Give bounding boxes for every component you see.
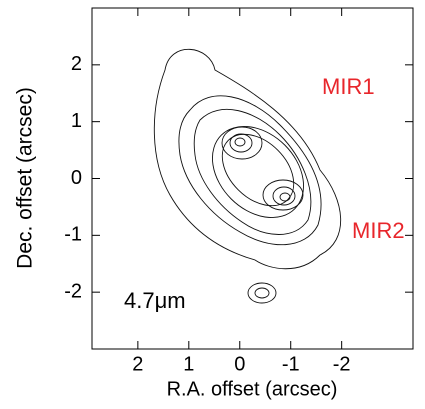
y-tick-label: 2 [71,53,82,75]
x-axis-label: R.A. offset (arcsec) [167,378,338,400]
contour-image [153,48,342,304]
y-tick-label: 1 [71,110,82,132]
x-tick-label: -2 [333,353,351,375]
annotation: MIR1 [322,74,375,99]
annotation: MIR2 [352,218,405,243]
y-tick-label: -1 [64,224,82,246]
y-tick-label: -2 [64,280,82,302]
x-tick-label: 2 [132,353,143,375]
x-tick-label: 1 [183,353,194,375]
x-tick-label: -1 [282,353,300,375]
y-tick-label: 0 [71,167,82,189]
x-tick-label: 0 [234,353,245,375]
annotation: 4.7μm [124,288,186,313]
y-axis-label: Dec. offset (arcsec) [14,87,37,269]
